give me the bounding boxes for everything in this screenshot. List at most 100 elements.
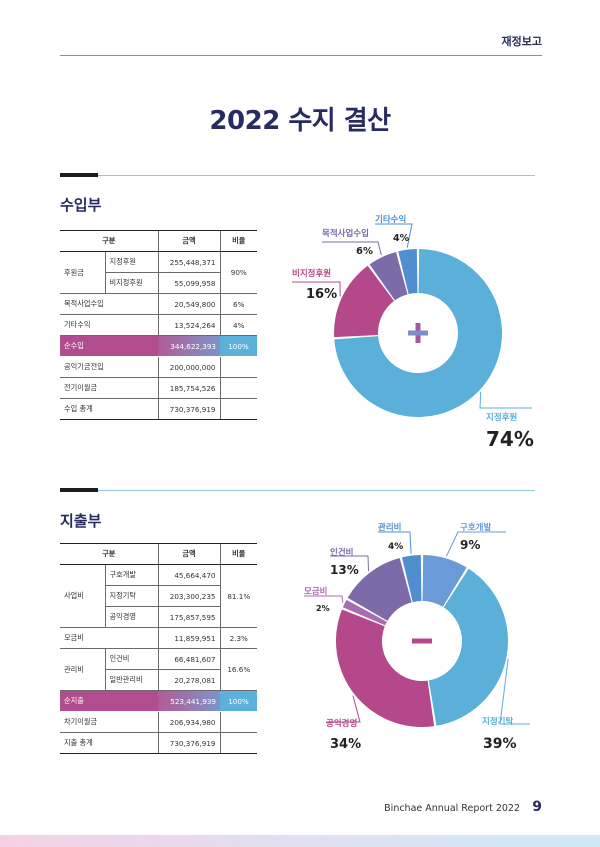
- net-expense-row: 순지출 523,441,939 100%: [60, 690, 257, 712]
- row-label: 기타수익: [60, 314, 158, 336]
- table-row: 모금비 11,859,951 2.3%: [60, 627, 257, 649]
- income-section-bar: [60, 173, 98, 177]
- income-table: 구분 금액 비율 후원금 지정후원 255,448,371 90% 비지정후원 …: [60, 230, 257, 420]
- slice-percent-label: 9%: [460, 538, 480, 552]
- table-row: 목적사업수입 20,549,800 6%: [60, 293, 257, 315]
- row-ratio: 2.3%: [219, 627, 257, 649]
- row-label: 순지출: [60, 690, 158, 712]
- row-sublabel: 일반관리비: [104, 669, 158, 691]
- col-header-amount: 금액: [157, 543, 220, 565]
- slice-category-label: 관리비: [378, 522, 401, 533]
- expense-donut-chart: 구호개발 9% 지정기탁 39% 공익경영 34% 모금비 2% 인건비 13% 관리비 4%: [304, 522, 530, 752]
- slice-category-label: 목적사업수입: [322, 228, 369, 239]
- row-amount: 55,099,958: [157, 272, 220, 294]
- col-header-category: 구분: [60, 230, 158, 252]
- row-label: 전기이월금: [60, 377, 158, 399]
- row-ratio: 4%: [219, 314, 257, 336]
- row-amount: 11,859,951: [157, 627, 220, 649]
- row-label: 사업비: [60, 564, 105, 628]
- row-sublabel: 지정후원: [104, 251, 158, 273]
- net-income-row: 순수입 344,622,393 100%: [60, 335, 257, 357]
- table-row: 후원금 지정후원 255,448,371 90%: [60, 251, 257, 294]
- donut-slice: [342, 599, 387, 626]
- col-header-ratio: 비율: [219, 543, 257, 565]
- slice-category-label: 구호개발: [460, 522, 491, 533]
- leader-line: [292, 281, 341, 297]
- slice-percent-label: 2%: [316, 604, 330, 613]
- leader-line: [304, 595, 344, 603]
- donut-slice: [334, 249, 502, 418]
- row-amount: 45,664,470: [157, 564, 220, 586]
- table-row: 지출 총계 730,376,919: [60, 732, 257, 754]
- slice-percent-label: 4%: [388, 542, 403, 552]
- donut-slice: [335, 609, 435, 727]
- row-label: 수입 총계: [60, 398, 158, 420]
- table-row: 관리비 인건비 66,481,607 16.6%: [60, 648, 257, 691]
- donut-slice: [347, 557, 412, 621]
- row-label: 차기이월금: [60, 711, 158, 733]
- donut-slice: [422, 555, 467, 607]
- leader-line: [479, 391, 532, 409]
- row-ratio: 81.1%: [219, 564, 257, 628]
- row-amount: 730,376,919: [157, 398, 220, 420]
- leader-line: [445, 531, 506, 557]
- row-label: 목적사업수입: [60, 293, 158, 315]
- header-label: 재정보고: [501, 35, 542, 48]
- row-ratio: 6%: [219, 293, 257, 315]
- row-label: 후원금: [60, 251, 105, 294]
- income-section-title: 수입부: [60, 196, 102, 214]
- col-header-category: 구분: [60, 543, 158, 565]
- slice-percent-label: 16%: [306, 287, 337, 302]
- row-amount: 200,000,000: [157, 356, 220, 378]
- row-label: 모금비: [60, 627, 158, 649]
- slice-category-label: 공익경영: [326, 718, 357, 729]
- slice-category-label: 지정기탁: [482, 716, 513, 727]
- leader-line: [499, 658, 530, 725]
- row-amount: 66,481,607: [157, 648, 220, 670]
- income-donut-chart: 지정후원 74% 비지정후원 16% 목적사업수입 6% 기타수익 4%: [292, 214, 534, 451]
- donut-slice: [369, 251, 408, 301]
- slice-category-label: 인건비: [330, 547, 353, 558]
- row-ratio: 100%: [220, 335, 257, 357]
- slice-category-label: 모금비: [304, 586, 327, 597]
- table-row: 공익경영 175,857,595: [60, 606, 257, 628]
- expense-table: 구분 금액 비율 사업비 구호개발 45,664,470 81.1% 지정기탁 …: [60, 543, 257, 754]
- bottom-gradient-band: [0, 835, 600, 847]
- slice-category-label: 지정후원: [486, 412, 517, 423]
- leader-line: [330, 555, 370, 572]
- donut-slice: [401, 555, 422, 603]
- row-sublabel: 구호개발: [104, 564, 158, 586]
- table-row: 일반관리비 20,278,081: [60, 669, 257, 691]
- slice-percent-label: 13%: [330, 563, 359, 577]
- expense-section-bar: [60, 488, 98, 492]
- table-row: 차기이월금 206,934,980: [60, 711, 257, 733]
- leader-line: [375, 223, 413, 248]
- row-ratio: 16.6%: [219, 648, 257, 691]
- slice-percent-label: 6%: [356, 246, 373, 257]
- row-amount: 730,376,919: [157, 732, 220, 754]
- donut-slice: [334, 265, 395, 338]
- row-amount: 203,300,235: [157, 585, 220, 607]
- donut-slice: [398, 249, 418, 295]
- slice-category-label: 기타수익: [375, 214, 406, 225]
- header-divider: [60, 55, 542, 56]
- slice-category-label: 비지정후원: [292, 268, 331, 279]
- table-row: 지정기탁 203,300,235: [60, 585, 257, 607]
- row-ratio: 90%: [219, 251, 257, 294]
- slice-percent-label: 39%: [483, 736, 517, 752]
- table-row: 공익기금전입 200,000,000: [60, 356, 257, 378]
- row-amount: 255,448,371: [157, 251, 220, 273]
- row-sublabel: 지정기탁: [104, 585, 158, 607]
- row-amount: 523,441,939: [158, 690, 220, 712]
- minus-icon: [412, 638, 432, 644]
- row-sublabel: 인건비: [104, 648, 158, 670]
- col-header-ratio: 비율: [219, 230, 257, 252]
- slice-percent-label: 74%: [486, 427, 534, 451]
- donut-slice: [428, 568, 508, 726]
- expense-section-title: 지출부: [60, 512, 102, 530]
- col-header-amount: 금액: [157, 230, 220, 252]
- row-amount: 206,934,980: [157, 711, 220, 733]
- table-row: 기타수익 13,524,264 4%: [60, 314, 257, 336]
- leader-line: [322, 241, 382, 256]
